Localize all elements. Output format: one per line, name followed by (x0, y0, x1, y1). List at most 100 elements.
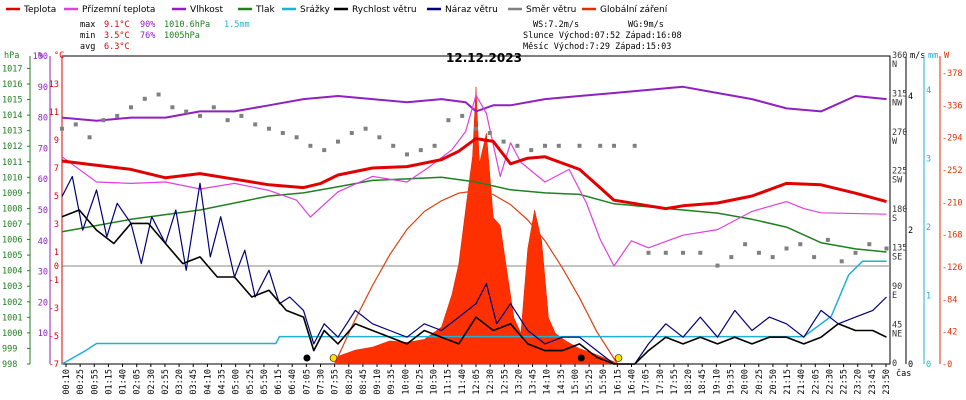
hpa-tick-label: 1001 (2, 313, 22, 323)
wind-direction-point (142, 96, 147, 101)
x-tick-label: 07:30 (316, 369, 326, 395)
w-tick-label: -378 (942, 69, 962, 79)
hpa-tick-label: 1012 (2, 142, 22, 152)
hpa-tick-label: 998 (2, 360, 17, 370)
w-tick-label: -42 (942, 328, 957, 338)
mm-unit: mm (928, 51, 938, 61)
pct-tick-label: 20 (38, 298, 48, 308)
stat-moon: Měsíc Východ:7:29 Západ:15:03 (523, 42, 671, 52)
radiation-area (334, 86, 619, 365)
wind-direction-point (698, 250, 703, 255)
x-tick-label: 22:30 (825, 369, 835, 395)
stat-wg: WG:9m/s (628, 20, 664, 30)
wind-direction-point (349, 131, 354, 135)
hpa-tick-label: 1014 (2, 111, 22, 121)
wind-direction-point (784, 246, 789, 251)
hpa-tick-label: 1016 (2, 80, 22, 90)
x-tick-label: 14:35 (557, 369, 567, 395)
wind-direction-point (853, 250, 858, 255)
hpa-tick-label: 1009 (2, 189, 22, 199)
x-tick-label: 07:55 (331, 369, 341, 395)
x-tick-label: 03:20 (175, 369, 185, 395)
dir-tick-letter: S (892, 214, 897, 224)
pressure-line (61, 176, 887, 253)
x-unit: čas (896, 368, 911, 379)
wind-direction-point (336, 139, 340, 144)
wind-direction-point (825, 237, 830, 242)
hpa-tick-label: 1002 (2, 298, 22, 308)
x-tick-label: 12:30 (486, 369, 496, 395)
hpa-tick-label: 1007 (2, 220, 22, 230)
wind-direction-point (867, 242, 872, 247)
x-tick-label: 09:35 (387, 369, 397, 395)
stat-label: min (80, 31, 95, 41)
wind-direction-point (598, 143, 603, 148)
x-tick-label: 17:30 (656, 369, 666, 395)
c-tick-label: 11 (49, 108, 59, 118)
dir-tick-letter: NW (892, 99, 903, 109)
hpa-tick-label: 1013 (2, 127, 22, 137)
x-tick-label: 15:50 (599, 369, 609, 395)
moonrise-marker (303, 354, 311, 362)
wind-direction-point (156, 92, 161, 97)
hpa-tick-label: 1008 (2, 204, 22, 214)
wind-direction-point (129, 105, 133, 110)
c-tick-label: -5 (49, 332, 59, 342)
dir-tick-label: 360 (892, 51, 907, 61)
moonset-marker (577, 354, 585, 362)
stat-max-press: 1010.6hPa (164, 20, 210, 30)
c-tick-label: -3 (49, 304, 59, 314)
stat-min-press: 1005hPa (164, 31, 200, 41)
legend-label: Náraz větru (445, 5, 498, 15)
wind-direction-point (267, 126, 271, 131)
x-tick-label: 21:40 (797, 369, 807, 395)
wind-direction-point (646, 250, 651, 255)
wind-direction-point (115, 113, 120, 118)
dir-tick-label: 135 (892, 244, 907, 254)
wind-direction-point (715, 263, 720, 268)
mm-tick-label: 4 (926, 86, 931, 96)
dir-tick-label: 315 (892, 90, 907, 100)
dir-tick-label: 180 (892, 205, 907, 215)
stat-label: avg (80, 42, 95, 52)
c-tick-label: 7 (54, 164, 59, 174)
x-tick-label: 15:00 (571, 369, 581, 395)
w-tick-label: -210 (942, 198, 962, 208)
wind-direction-point (681, 250, 685, 255)
pct-tick-label: 30 (38, 268, 48, 278)
x-tick-label: 20:25 (755, 369, 765, 395)
x-tick-label: 04:10 (203, 369, 213, 395)
hpa-unit: hPa (4, 51, 19, 61)
x-tick-label: 23:20 (854, 369, 864, 395)
x-tick-label: 19:10 (712, 369, 722, 395)
wind-direction-point (432, 143, 437, 148)
x-tick-label: 05:25 (246, 369, 256, 395)
wind-gust-line (61, 175, 887, 365)
hpa-tick-label: 1005 (2, 251, 22, 261)
wind-direction-point (460, 113, 465, 118)
pct-tick-label: 70 (38, 144, 48, 154)
c-tick-label: 5 (54, 192, 59, 202)
wind-direction-point (474, 126, 478, 131)
hpa-tick-label: 999 (2, 344, 17, 354)
wind-direction-point (280, 131, 285, 135)
wind-direction-point (487, 131, 492, 135)
hpa-tick-label: 1006 (2, 236, 22, 246)
x-tick-label: 06:40 (288, 369, 298, 395)
wind-direction-point (322, 148, 327, 153)
w-tick-label: -336 (942, 101, 962, 111)
ms-tick-label: 4 (908, 92, 913, 102)
x-tick-label: 15:25 (585, 369, 595, 395)
legend-label: Přízemní teplota (82, 5, 155, 15)
c-tick-label: 13 (49, 80, 59, 90)
x-tick-label: 07:05 (302, 369, 312, 395)
x-tick-label: 05:00 (232, 369, 242, 395)
legend-label: Tlak (255, 5, 276, 15)
c-tick-label: 9 (54, 136, 59, 146)
pct-tick-label: 50 (38, 206, 48, 216)
mm-tick-label: 2 (926, 223, 931, 233)
x-tick-label: 01:40 (119, 369, 129, 395)
x-tick-label: 21:15 (783, 369, 793, 395)
wind-direction-point (73, 122, 78, 127)
